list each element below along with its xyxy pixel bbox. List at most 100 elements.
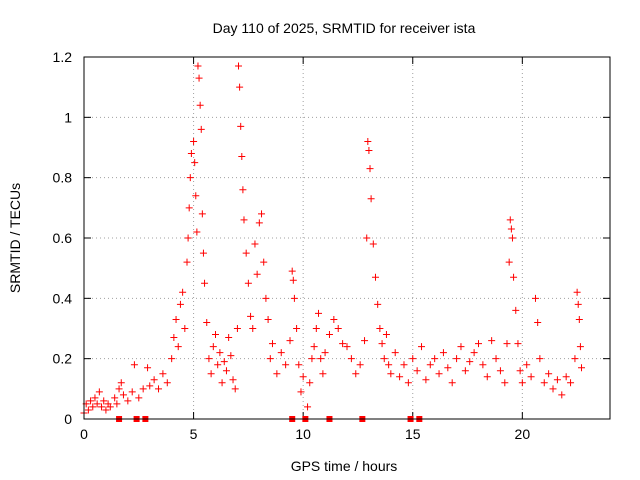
data-point bbox=[508, 234, 516, 242]
data-point bbox=[266, 355, 274, 363]
data-point bbox=[347, 355, 355, 363]
x-tick-label: 5 bbox=[190, 426, 198, 442]
data-point bbox=[290, 294, 298, 302]
data-point bbox=[315, 309, 323, 317]
data-point bbox=[209, 343, 217, 351]
data-point bbox=[235, 62, 243, 70]
data-point bbox=[260, 258, 268, 266]
data-point bbox=[374, 300, 382, 308]
x-tick-label: 0 bbox=[80, 426, 88, 442]
data-point bbox=[91, 394, 99, 402]
data-point bbox=[159, 370, 167, 378]
data-point bbox=[510, 273, 518, 281]
data-point bbox=[212, 331, 219, 339]
data-point bbox=[163, 379, 171, 387]
data-point bbox=[352, 370, 360, 378]
data-point bbox=[124, 397, 132, 405]
data-point bbox=[297, 388, 305, 396]
grid-lines bbox=[84, 57, 610, 419]
data-point bbox=[365, 147, 373, 155]
data-point bbox=[225, 334, 233, 342]
data-point bbox=[418, 343, 426, 351]
data-point bbox=[470, 349, 478, 357]
data-point bbox=[334, 325, 342, 332]
data-point bbox=[363, 234, 371, 242]
y-tick-label: 1 bbox=[64, 109, 72, 125]
data-point bbox=[194, 62, 202, 70]
chart-title: Day 110 of 2025, SRMTID for receiver ist… bbox=[213, 20, 476, 36]
data-point bbox=[531, 294, 539, 302]
data-point bbox=[95, 388, 103, 396]
data-point bbox=[146, 382, 154, 390]
data-point bbox=[176, 300, 184, 308]
data-point bbox=[87, 397, 95, 405]
data-point bbox=[238, 153, 246, 161]
data-point bbox=[237, 122, 245, 130]
data-point bbox=[366, 165, 374, 173]
data-point bbox=[356, 361, 364, 369]
data-point bbox=[227, 352, 235, 360]
data-point bbox=[496, 367, 504, 375]
y-tick-label: 0 bbox=[64, 411, 72, 427]
data-point bbox=[170, 334, 178, 342]
y-tick-labels: 0 0.2 0.4 0.6 0.8 1 1.2 bbox=[53, 49, 73, 427]
data-point bbox=[218, 379, 226, 387]
y-tick-label: 0.8 bbox=[53, 170, 73, 186]
data-point bbox=[196, 101, 204, 109]
data-point bbox=[229, 376, 237, 384]
data-point bbox=[527, 373, 535, 381]
data-point bbox=[439, 349, 447, 357]
data-point bbox=[251, 240, 259, 248]
data-point bbox=[289, 276, 297, 284]
data-point bbox=[117, 379, 125, 387]
data-point bbox=[233, 325, 241, 332]
data-point bbox=[364, 137, 372, 145]
data-point bbox=[119, 391, 127, 399]
data-point bbox=[195, 74, 203, 82]
y-tick-label: 0.4 bbox=[53, 290, 73, 306]
data-point bbox=[382, 331, 390, 339]
x-tick-label: 10 bbox=[295, 426, 311, 442]
data-point bbox=[321, 349, 329, 357]
data-point bbox=[578, 364, 586, 372]
data-point bbox=[183, 258, 191, 266]
y-tick-label: 1.2 bbox=[53, 49, 73, 65]
data-point bbox=[214, 361, 222, 369]
data-point bbox=[155, 385, 163, 393]
data-point bbox=[288, 267, 296, 275]
data-point bbox=[198, 210, 206, 218]
data-point bbox=[553, 376, 561, 384]
x-tick-label: 20 bbox=[515, 426, 531, 442]
data-point bbox=[576, 343, 584, 351]
data-point bbox=[475, 340, 482, 348]
data-point bbox=[220, 358, 228, 366]
data-point bbox=[507, 225, 515, 233]
data-point bbox=[422, 376, 430, 384]
data-point bbox=[172, 315, 180, 323]
data-point bbox=[207, 370, 215, 378]
data-point bbox=[312, 325, 320, 332]
data-point bbox=[277, 349, 285, 357]
data-point bbox=[435, 370, 443, 378]
data-point bbox=[203, 318, 211, 326]
data-point bbox=[174, 343, 182, 351]
data-point bbox=[236, 83, 244, 91]
data-point bbox=[273, 370, 281, 378]
data-point bbox=[128, 388, 136, 396]
data-point bbox=[505, 258, 513, 266]
data-point bbox=[282, 361, 290, 369]
data-point bbox=[380, 355, 388, 363]
data-point bbox=[216, 349, 224, 357]
data-point bbox=[242, 249, 250, 257]
data-point bbox=[571, 355, 579, 363]
data-point bbox=[231, 385, 239, 393]
data-point bbox=[201, 279, 209, 287]
data-point bbox=[574, 300, 582, 308]
data-point bbox=[444, 364, 452, 372]
data-point bbox=[244, 279, 252, 287]
data-point bbox=[89, 403, 97, 411]
data-point bbox=[222, 367, 230, 375]
data-point bbox=[205, 355, 213, 363]
data-point bbox=[512, 306, 520, 314]
